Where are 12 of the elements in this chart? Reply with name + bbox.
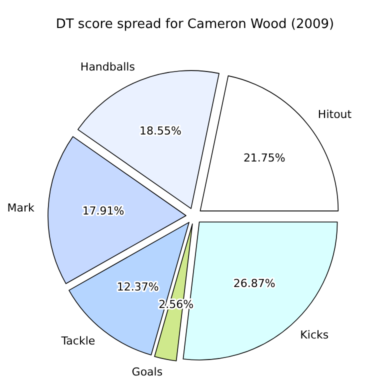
slice-label: Handballs [80,60,136,74]
slice-label: Kicks [300,328,329,342]
chart-title: DT score spread for Cameron Wood (2009) [56,17,334,32]
slice-label: Mark [7,201,36,214]
slice-label: Hitout [318,108,352,122]
data-label: 17.91% [82,204,124,218]
data-label: 21.75% [243,152,286,165]
slice-label: Tackle [60,334,96,348]
data-label: 12.37% [116,280,159,294]
slice-label: Goals [132,366,163,379]
data-label: 18.55% [139,124,182,138]
data-label: 26.87% [233,276,276,290]
